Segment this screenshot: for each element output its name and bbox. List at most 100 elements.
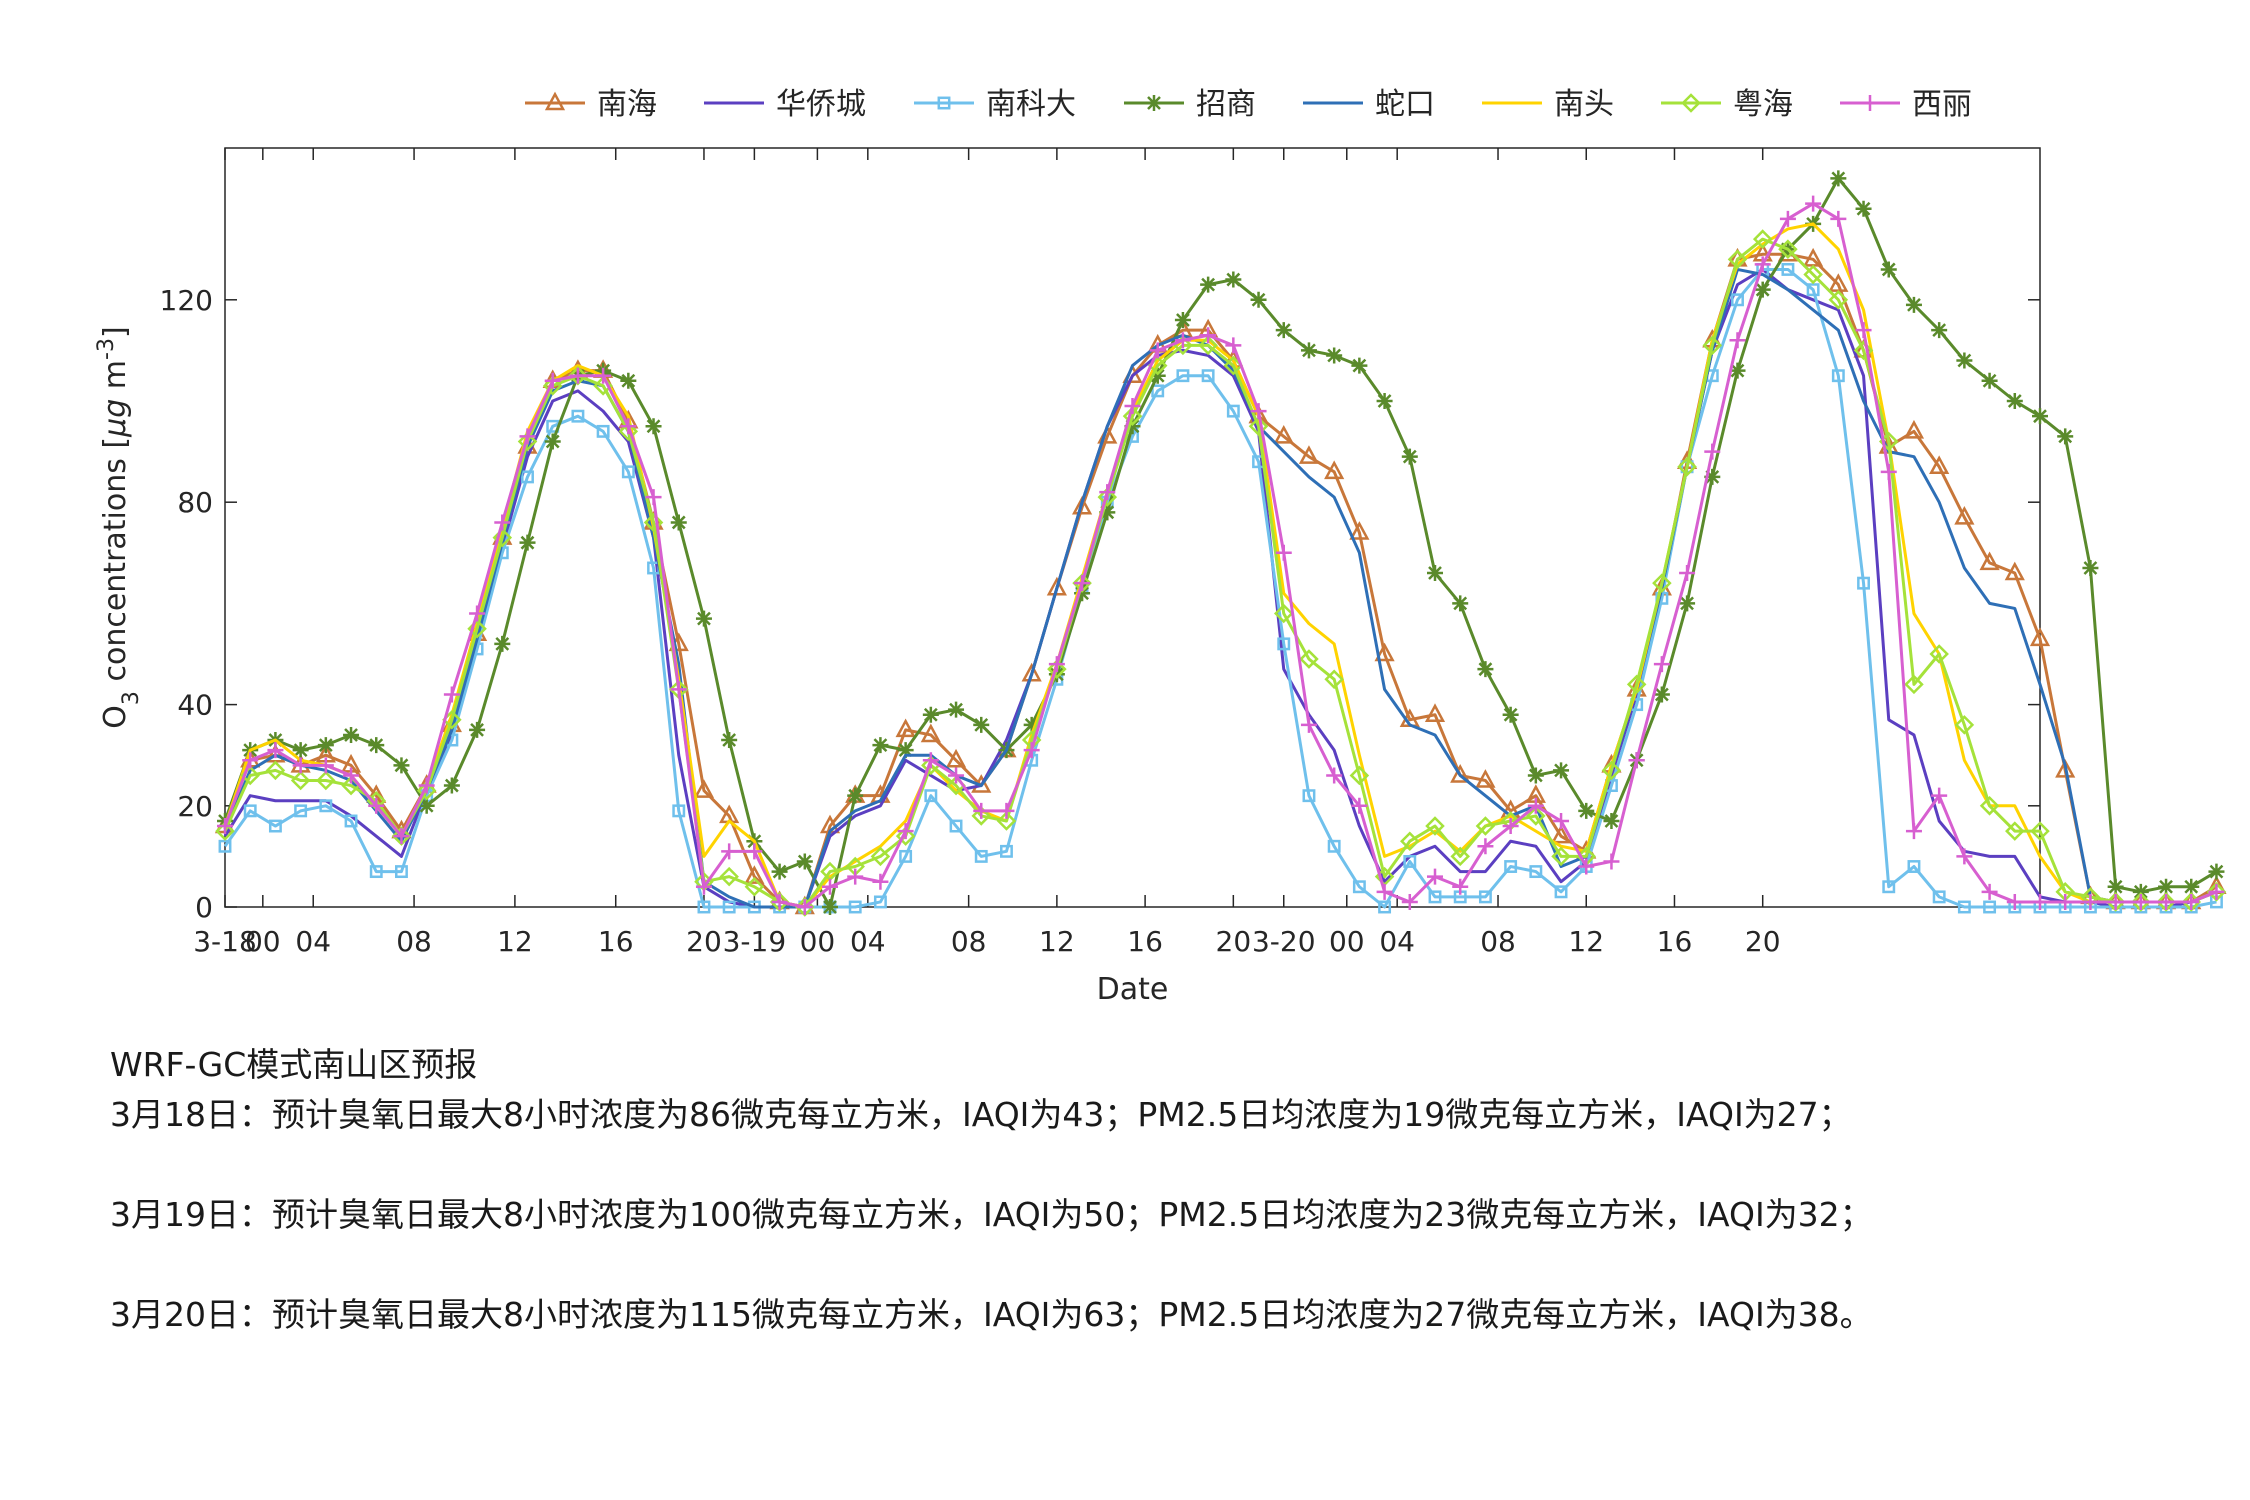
- y-tick-label: 120: [160, 284, 213, 317]
- x-tick-label: 20: [1745, 925, 1781, 958]
- star-marker: [2132, 883, 2149, 900]
- square-marker: [1857, 576, 1870, 590]
- plus-marker: [343, 767, 360, 784]
- plus-marker: [1956, 848, 1973, 865]
- triangle-marker: [1424, 703, 1446, 722]
- plus-marker: [2082, 893, 2099, 910]
- legend-entry: 蛇口: [1303, 87, 1435, 122]
- plus-marker: [1862, 95, 1878, 111]
- plus-marker: [1855, 322, 1872, 339]
- diamond-marker: [1526, 806, 1546, 826]
- diamond-marker: [1425, 816, 1445, 836]
- square-marker: [1781, 262, 1795, 276]
- triangle-marker: [920, 723, 941, 743]
- x-tick-label: 12: [1568, 925, 1604, 958]
- x-tick-label: 3-19: [723, 925, 787, 958]
- plus-marker: [1905, 823, 1922, 840]
- plus-marker: [1023, 742, 1040, 759]
- diamond-marker: [1954, 715, 1975, 735]
- star-marker: [1250, 291, 1267, 308]
- star-marker: [1931, 322, 1948, 339]
- star-marker: [2158, 878, 2175, 895]
- star-marker: [1956, 352, 1973, 369]
- plus-marker: [519, 428, 536, 445]
- triangle-marker: [1475, 769, 1496, 788]
- plus-marker: [1981, 883, 1998, 900]
- star-marker: [1527, 767, 1544, 784]
- x-tick-label: 04: [295, 925, 331, 958]
- legend-label: 南海: [597, 87, 657, 122]
- plus-marker: [418, 777, 435, 794]
- square-marker: [521, 470, 534, 484]
- plus-marker: [317, 757, 334, 774]
- plus-marker: [1149, 342, 1166, 359]
- legend-label: 南头: [1554, 87, 1614, 122]
- star-marker: [771, 863, 788, 880]
- diamond-marker: [215, 821, 235, 841]
- legend-entry: 南头: [1482, 87, 1614, 122]
- star-marker: [2208, 863, 2225, 880]
- plus-marker: [796, 899, 813, 915]
- legend-label: 招商: [1196, 87, 1256, 122]
- legend-entry: 西丽: [1840, 87, 1972, 122]
- star-marker: [1427, 565, 1443, 582]
- plus-marker: [469, 605, 486, 622]
- x-tick-label: 16: [1127, 925, 1163, 958]
- plus-marker: [1376, 883, 1393, 900]
- plus-marker: [292, 757, 309, 774]
- star-marker: [1855, 200, 1872, 217]
- plus-marker: [1880, 463, 1897, 480]
- plus-marker: [721, 843, 738, 860]
- star-marker: [897, 742, 914, 759]
- plus-marker: [2006, 893, 2023, 910]
- diamond-marker: [744, 876, 765, 897]
- plus-marker: [1200, 327, 1217, 344]
- diamond-marker: [1273, 603, 1294, 624]
- diamond-marker: [1324, 669, 1344, 690]
- plus-marker: [1527, 797, 1544, 814]
- star-marker: [1553, 762, 1570, 779]
- triangle-marker: [693, 779, 715, 798]
- legend-label: 西丽: [1912, 87, 1972, 122]
- plus-marker: [1300, 716, 1317, 733]
- square-marker: [1302, 789, 1316, 803]
- star-marker: [1477, 661, 1494, 678]
- plus-marker: [2183, 893, 2200, 910]
- diamond-marker: [517, 431, 538, 452]
- x-tick-label: 00: [245, 925, 281, 958]
- forecast-title: WRF-GC模式南山区预报: [110, 1045, 478, 1084]
- star-marker: [721, 732, 738, 749]
- plus-marker: [595, 367, 612, 384]
- plus-marker: [1351, 797, 1368, 814]
- star-marker: [292, 742, 309, 759]
- diamond-marker: [1652, 573, 1672, 593]
- diamond-marker: [1551, 846, 1571, 867]
- square-marker: [1478, 890, 1492, 904]
- star-marker: [1603, 812, 1620, 829]
- y-tick-label: 80: [177, 486, 213, 519]
- plus-marker: [695, 878, 712, 895]
- plus-marker: [443, 686, 460, 703]
- star-marker: [494, 635, 511, 652]
- triangle-marker: [2055, 758, 2076, 778]
- square-marker: [899, 849, 913, 863]
- plus-marker: [1679, 565, 1696, 582]
- plus-marker: [1099, 484, 1116, 501]
- plus-marker: [569, 367, 586, 384]
- x-tick-label: 04: [850, 925, 886, 958]
- diamond-marker: [1681, 93, 1701, 113]
- plus-marker: [217, 818, 233, 835]
- square-marker: [1201, 369, 1215, 383]
- triangle-marker: [1450, 764, 1471, 783]
- diamond-marker: [1097, 487, 1118, 507]
- diamond-marker: [1752, 229, 1773, 249]
- plus-marker: [2057, 893, 2074, 910]
- series-7: [217, 195, 2225, 915]
- diamond-marker: [1601, 760, 1622, 781]
- star-marker: [1905, 296, 1922, 313]
- star-marker: [2032, 408, 2048, 425]
- legend-label: 蛇口: [1375, 87, 1435, 122]
- square-marker: [873, 895, 887, 909]
- plus-marker: [771, 893, 788, 910]
